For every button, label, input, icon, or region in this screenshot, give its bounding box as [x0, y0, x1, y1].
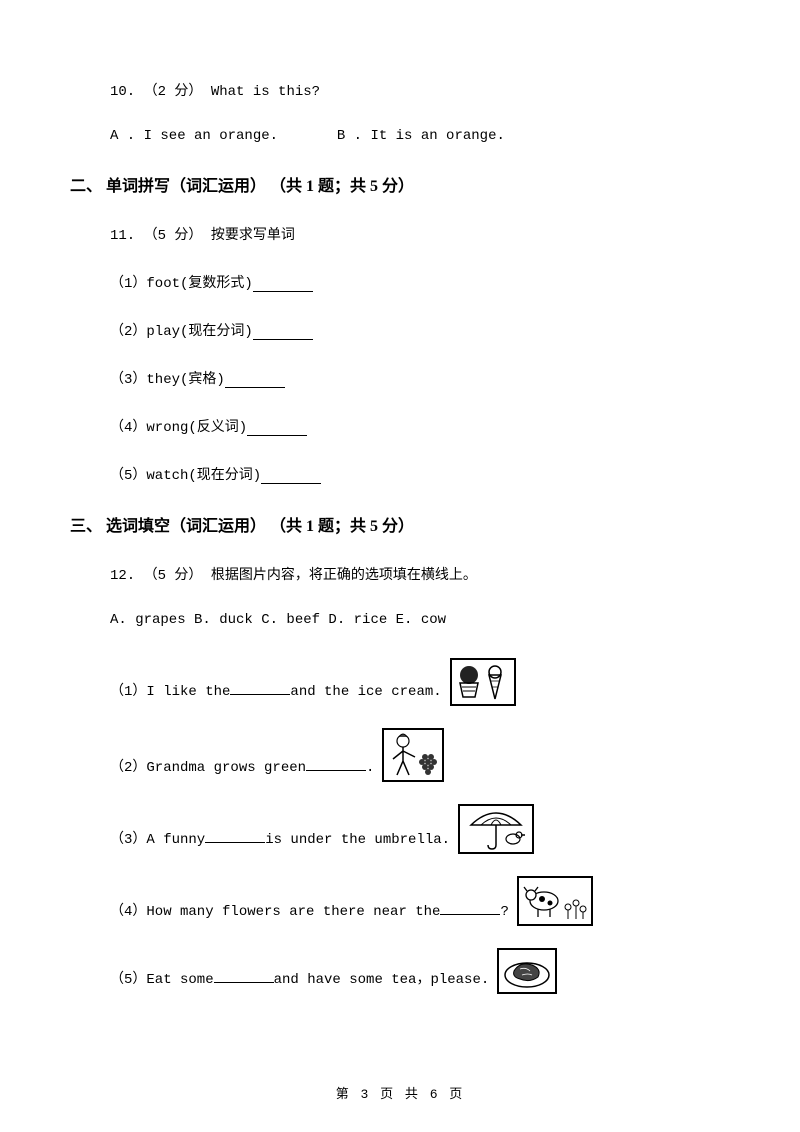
q11-i3-text: （3）they(宾格): [110, 368, 225, 388]
blank-input[interactable]: [253, 278, 313, 292]
q11-i4-text: （4）wrong(反义词): [110, 416, 247, 436]
q11-item-4: （4）wrong(反义词): [110, 416, 730, 436]
q12-item-4: （4）How many flowers are there near the?: [110, 876, 730, 926]
q12-i3-text-a: （3）A funny: [110, 832, 205, 848]
q11-text: 按要求写单词: [211, 228, 295, 244]
question-11: 11. （5 分） 按要求写单词: [110, 224, 730, 244]
q12-i2-text-a: （2）Grandma grows green: [110, 760, 306, 776]
q12-i5-text-b: and have some tea，please.: [274, 972, 490, 988]
beef-plate-image: [497, 948, 557, 994]
q10-points: （2 分）: [144, 84, 203, 100]
q12-i1-text-a: （1）I like the: [110, 684, 230, 700]
blank-input[interactable]: [230, 681, 290, 695]
q11-number: 11.: [110, 228, 135, 244]
q11-i5-text: （5）watch(现在分词): [110, 464, 261, 484]
blank-input[interactable]: [261, 470, 321, 484]
q12-item-3: （3）A funny is under the umbrella.: [110, 804, 730, 854]
q11-item-5: （5）watch(现在分词): [110, 464, 730, 484]
blank-input[interactable]: [247, 422, 307, 436]
cow-flowers-image: [517, 876, 593, 926]
section-3-header: 三、 选词填空（词汇运用） （共 1 题；共 5 分）: [70, 512, 730, 536]
q11-item-2: （2）play(现在分词): [110, 320, 730, 340]
section-2-header: 二、 单词拼写（词汇运用） （共 1 题；共 5 分）: [70, 172, 730, 196]
q12-i5-text-a: （5）Eat some: [110, 972, 214, 988]
blank-input[interactable]: [225, 374, 285, 388]
blank-input[interactable]: [440, 901, 500, 915]
q10-number: 10.: [110, 84, 135, 100]
q12-i4-text-a: （4）How many flowers are there near the: [110, 904, 440, 920]
umbrella-duck-image: [458, 804, 534, 854]
q12-text: 根据图片内容，将正确的选项填在横线上。: [211, 568, 477, 584]
q11-points: （5 分）: [144, 228, 203, 244]
q12-item-5: （5）Eat some and have some tea，please.: [110, 948, 730, 994]
q12-number: 12.: [110, 568, 135, 584]
q10-opt-a[interactable]: A . I see an orange.: [110, 128, 278, 144]
grandma-grapes-image: [382, 728, 444, 782]
q10-text: What is this?: [211, 84, 320, 100]
q10-options: A . I see an orange. B . It is an orange…: [110, 128, 730, 144]
q11-item-3: （3）they(宾格): [110, 368, 730, 388]
q12-points: （5 分）: [144, 568, 203, 584]
question-12: 12. （5 分） 根据图片内容，将正确的选项填在横线上。: [110, 564, 730, 584]
blank-input[interactable]: [214, 969, 274, 983]
q11-i2-text: （2）play(现在分词): [110, 320, 253, 340]
q12-i3-text-b: is under the umbrella.: [265, 832, 450, 848]
q11-item-1: （1）foot(复数形式): [110, 272, 730, 292]
q12-i4-text-b: ?: [500, 904, 508, 920]
q11-i1-text: （1）foot(复数形式): [110, 272, 253, 292]
blank-input[interactable]: [306, 757, 366, 771]
cupcake-icecream-image: [450, 658, 516, 706]
blank-input[interactable]: [205, 829, 265, 843]
page-footer: 第 3 页 共 6 页: [0, 1083, 800, 1102]
q12-options: A. grapes B. duck C. beef D. rice E. cow: [110, 612, 730, 628]
q12-i2-text-b: .: [366, 760, 374, 776]
q12-item-2: （2）Grandma grows green.: [110, 728, 730, 782]
question-10: 10. （2 分） What is this?: [110, 80, 730, 100]
blank-input[interactable]: [253, 326, 313, 340]
q10-opt-b[interactable]: B . It is an orange.: [337, 128, 505, 144]
q12-item-1: （1）I like the and the ice cream.: [110, 658, 730, 706]
q12-i1-text-b: and the ice cream.: [290, 684, 441, 700]
